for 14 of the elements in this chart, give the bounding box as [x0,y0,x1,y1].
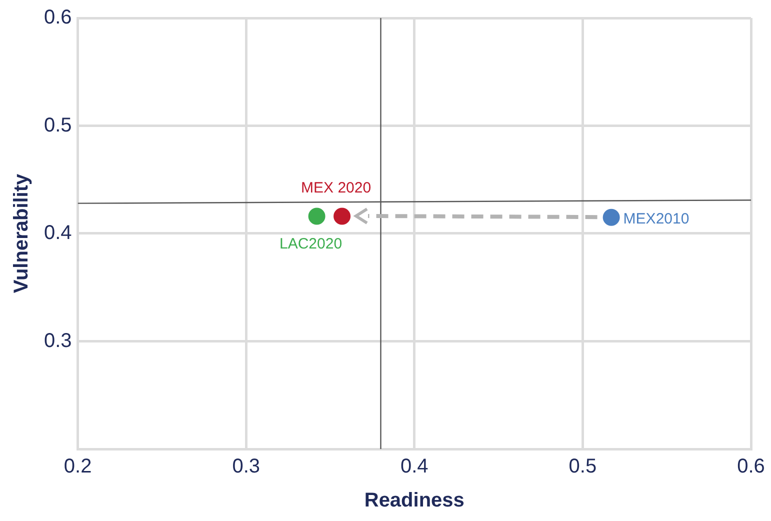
x-tick-label: 0.5 [568,456,597,478]
x-tick-label: 0.3 [232,456,260,478]
y-tick-label: 0.6 [44,6,72,29]
series-label: LAC2020 [280,235,342,252]
y-tick-label: 0.4 [44,222,72,244]
y-tick-label: 0.5 [44,114,72,136]
x-tick-label: 0.4 [400,456,428,478]
y-axis-title: Vulnerability [10,172,33,294]
series-label: MEX 2020 [301,179,372,196]
series-label: MEX2010 [623,210,690,228]
y-tick-label: 0.3 [44,330,72,352]
x-tick-label: 0.2 [64,456,92,478]
x-tick-label: 0.6 [737,456,765,478]
x-axis-title: Readiness [364,490,464,512]
